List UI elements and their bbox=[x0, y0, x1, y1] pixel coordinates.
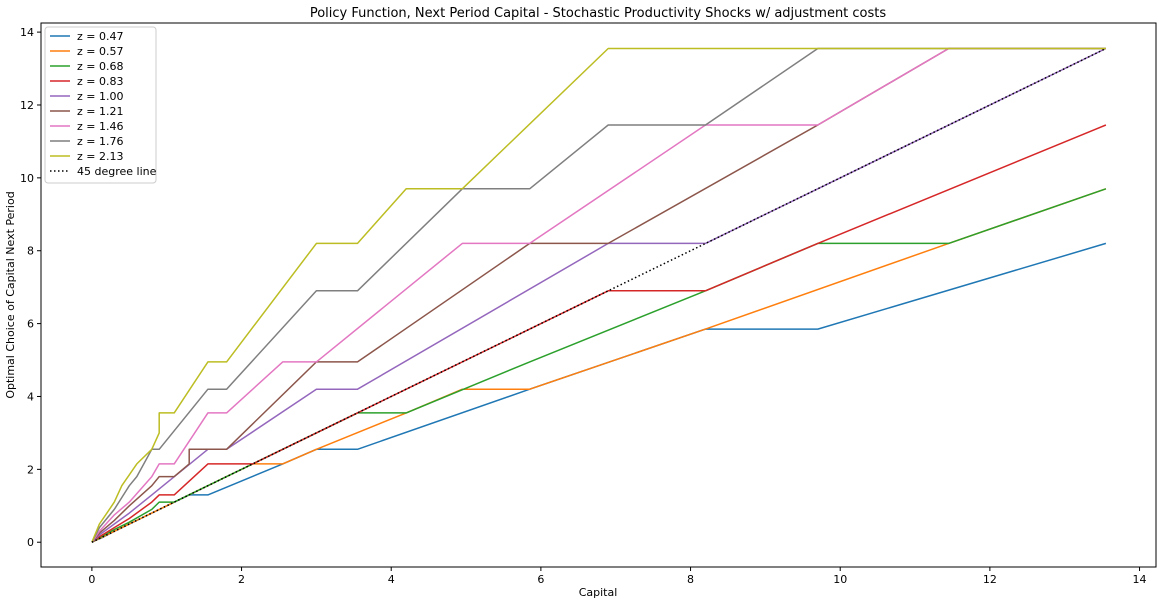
y-tick-label: 2 bbox=[27, 463, 34, 476]
y-axis-label: Optimal Choice of Capital Next Period bbox=[4, 191, 17, 398]
x-tick-label: 4 bbox=[388, 573, 395, 586]
y-tick-label: 10 bbox=[20, 172, 34, 185]
x-axis-label: Capital bbox=[579, 586, 618, 599]
chart-title: Policy Function, Next Period Capital - S… bbox=[310, 6, 887, 21]
x-tick-label: 0 bbox=[88, 573, 95, 586]
x-tick-label: 12 bbox=[983, 573, 997, 586]
legend: z = 0.47 z = 0.57 z = 0.68 z = 0.83 z = 1.00… bbox=[44, 26, 157, 184]
series-line-7 bbox=[91, 47, 1106, 543]
legend-box bbox=[44, 26, 157, 184]
x-tick-label: 2 bbox=[238, 573, 245, 586]
x-tick-label: 14 bbox=[1133, 573, 1147, 586]
y-axis: 0 2 4 6 8 10 12 14 bbox=[20, 26, 41, 549]
x-axis: 0 2 4 6 8 10 12 14 bbox=[88, 567, 1147, 586]
y-tick-label: 14 bbox=[20, 26, 34, 39]
legend-label-3: z = 0.83 bbox=[77, 75, 123, 88]
series-line-5 bbox=[91, 47, 1106, 543]
legend-label-9: 45 degree line bbox=[77, 165, 157, 178]
x-tick-label: 10 bbox=[833, 573, 847, 586]
y-tick-label: 4 bbox=[27, 390, 34, 403]
y-tick-label: 8 bbox=[27, 245, 34, 258]
series-line-6 bbox=[91, 47, 1106, 543]
y-tick-label: 0 bbox=[27, 536, 34, 549]
legend-label-6: z = 1.46 bbox=[77, 120, 123, 133]
plot-frame bbox=[40, 22, 1157, 568]
legend-label-8: z = 2.13 bbox=[77, 150, 123, 163]
y-tick-label: 12 bbox=[20, 99, 34, 112]
plot-area bbox=[91, 47, 1107, 543]
legend-label-0: z = 0.47 bbox=[77, 30, 123, 43]
legend-label-1: z = 0.57 bbox=[77, 45, 123, 58]
legend-label-4: z = 1.00 bbox=[77, 90, 123, 103]
legend-label-5: z = 1.21 bbox=[77, 105, 123, 118]
legend-label-7: z = 1.76 bbox=[77, 135, 123, 148]
series-line-3 bbox=[91, 124, 1107, 543]
x-tick-label: 6 bbox=[537, 573, 544, 586]
series-line-0 bbox=[91, 242, 1107, 543]
series-line-8 bbox=[91, 47, 1106, 543]
legend-label-2: z = 0.68 bbox=[77, 60, 123, 73]
x-tick-label: 8 bbox=[687, 573, 694, 586]
y-tick-label: 6 bbox=[27, 318, 34, 331]
